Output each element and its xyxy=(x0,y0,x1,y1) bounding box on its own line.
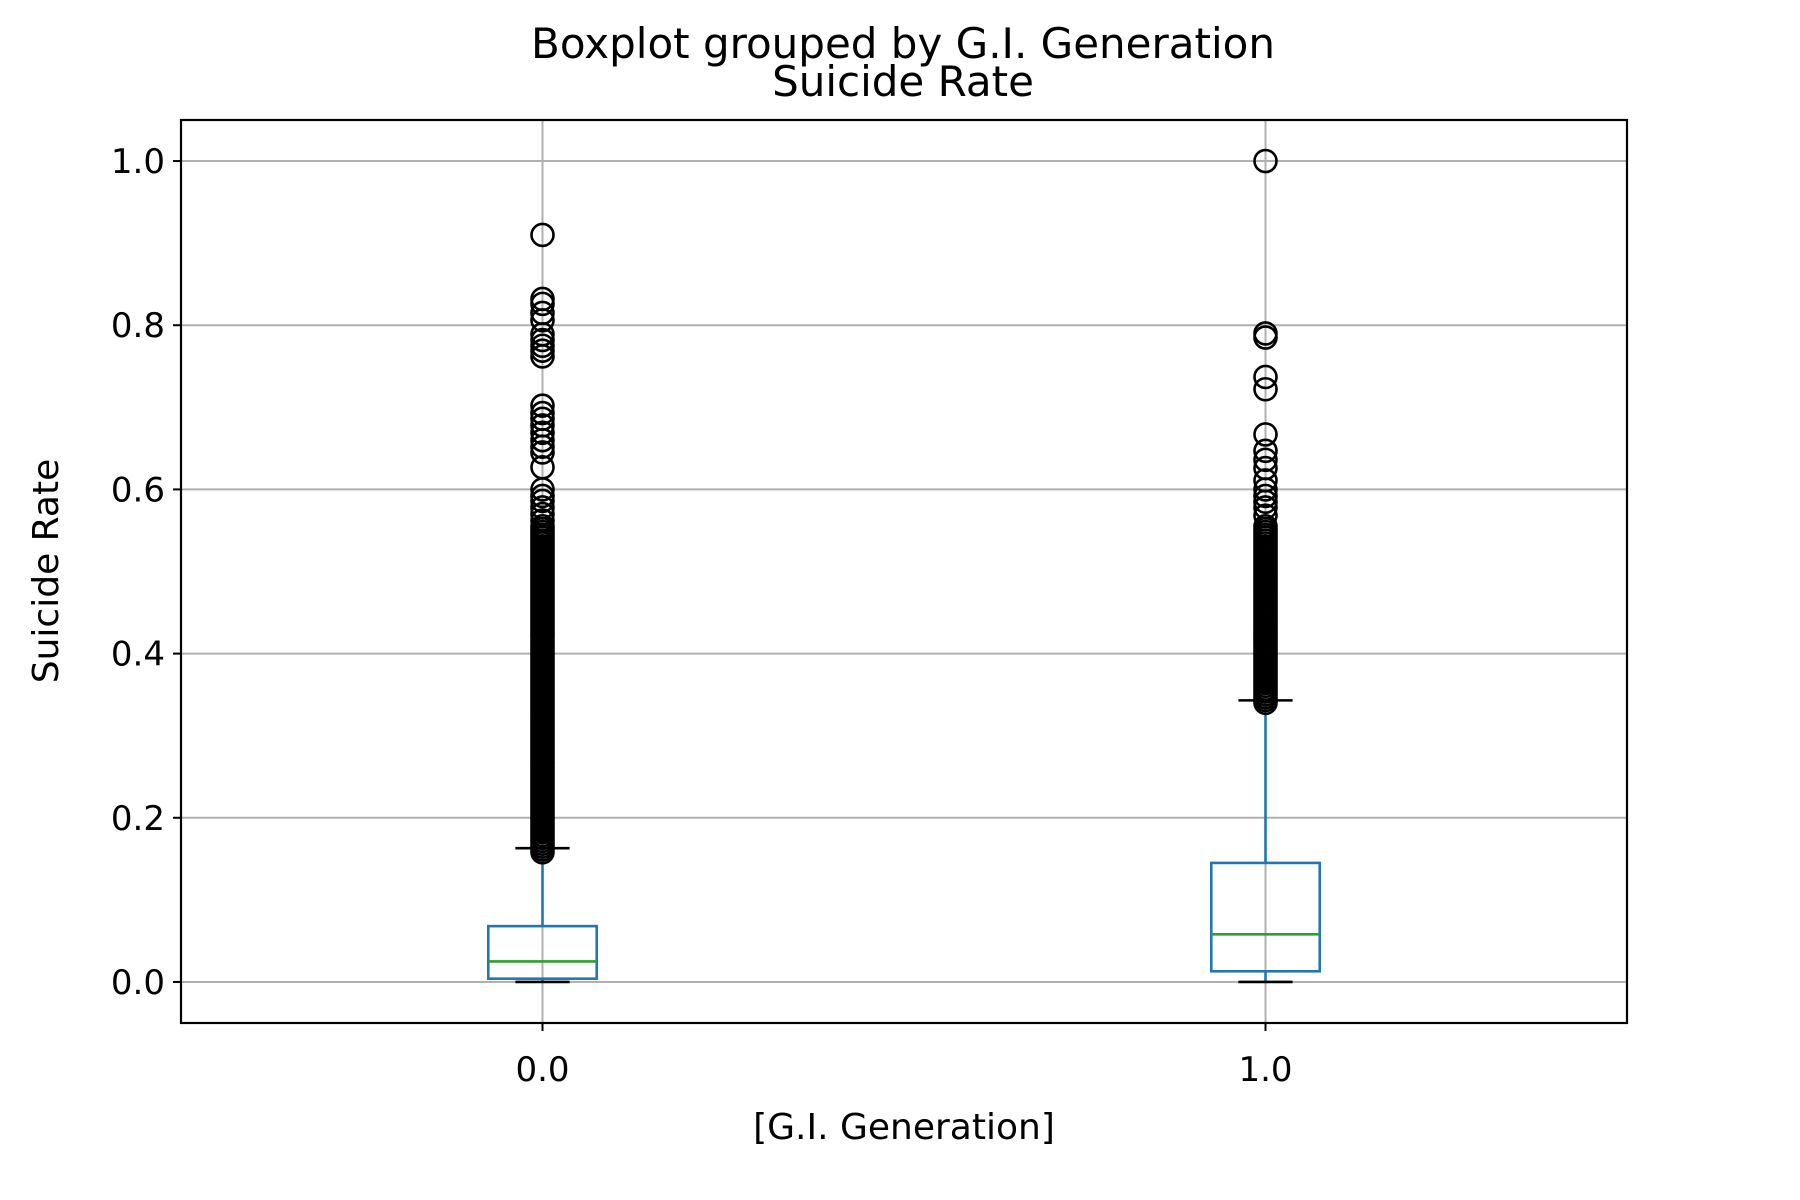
iqr-box xyxy=(1209,861,1322,973)
flier-point xyxy=(530,440,555,465)
y-tick-label: 0.4 xyxy=(111,635,165,675)
flier-point xyxy=(530,488,555,514)
flier-point xyxy=(1253,438,1278,464)
flier-point xyxy=(530,508,555,533)
flier-point xyxy=(530,338,555,363)
flier-point xyxy=(1253,325,1278,350)
flier-point xyxy=(1253,483,1278,509)
y-tick-label: 0.0 xyxy=(111,963,165,1003)
chart-suptitle: Boxplot grouped by G.I. Generation xyxy=(531,19,1275,68)
flier-point xyxy=(530,427,555,453)
flier-point xyxy=(530,291,555,317)
flier-point xyxy=(530,495,555,520)
flier-point xyxy=(1253,376,1278,402)
flier-point xyxy=(1253,489,1278,515)
flier-point xyxy=(1253,364,1278,390)
flier-point xyxy=(530,434,555,460)
flier-point xyxy=(530,477,555,502)
x-axis: 0.0 1.0 xyxy=(515,1023,1293,1090)
flier-point xyxy=(1253,495,1278,520)
y-axis: 0.0 0.2 0.4 0.6 0.8 1.0 xyxy=(111,142,181,1003)
grid-lines xyxy=(181,120,1627,1023)
flier-point xyxy=(1253,514,1278,539)
chart-title: Suicide Rate xyxy=(772,57,1034,106)
flier-point xyxy=(530,514,555,539)
y-tick-label: 0.8 xyxy=(111,306,165,346)
flier-point xyxy=(530,308,555,333)
flier-point xyxy=(530,222,555,248)
box-group xyxy=(486,222,599,984)
axes-frame xyxy=(179,118,1629,1025)
flier-point xyxy=(1253,477,1278,502)
flier-points xyxy=(1253,148,1278,716)
box-group xyxy=(1209,148,1322,984)
flier-point xyxy=(530,400,555,426)
flier-point xyxy=(1253,422,1278,447)
flier-point xyxy=(1253,503,1278,528)
x-axis-label: [G.I. Generation] xyxy=(753,1107,1055,1148)
flier-point xyxy=(530,344,555,369)
flier-point xyxy=(530,501,555,527)
x-tick-label: 0.0 xyxy=(515,1050,569,1090)
plot-area xyxy=(486,148,1322,984)
flier-point xyxy=(530,327,555,353)
y-tick-label: 0.6 xyxy=(111,470,165,510)
y-tick-label: 0.2 xyxy=(111,799,165,839)
x-tick-label: 1.0 xyxy=(1238,1050,1292,1090)
y-tick-label: 1.0 xyxy=(111,142,165,182)
flier-point xyxy=(530,420,555,446)
flier-point xyxy=(530,393,555,418)
y-axis-label: Suicide Rate xyxy=(26,459,67,683)
flier-point xyxy=(1253,148,1278,174)
iqr-box xyxy=(486,924,599,980)
flier-point xyxy=(1253,447,1278,473)
flier-points xyxy=(530,222,555,865)
